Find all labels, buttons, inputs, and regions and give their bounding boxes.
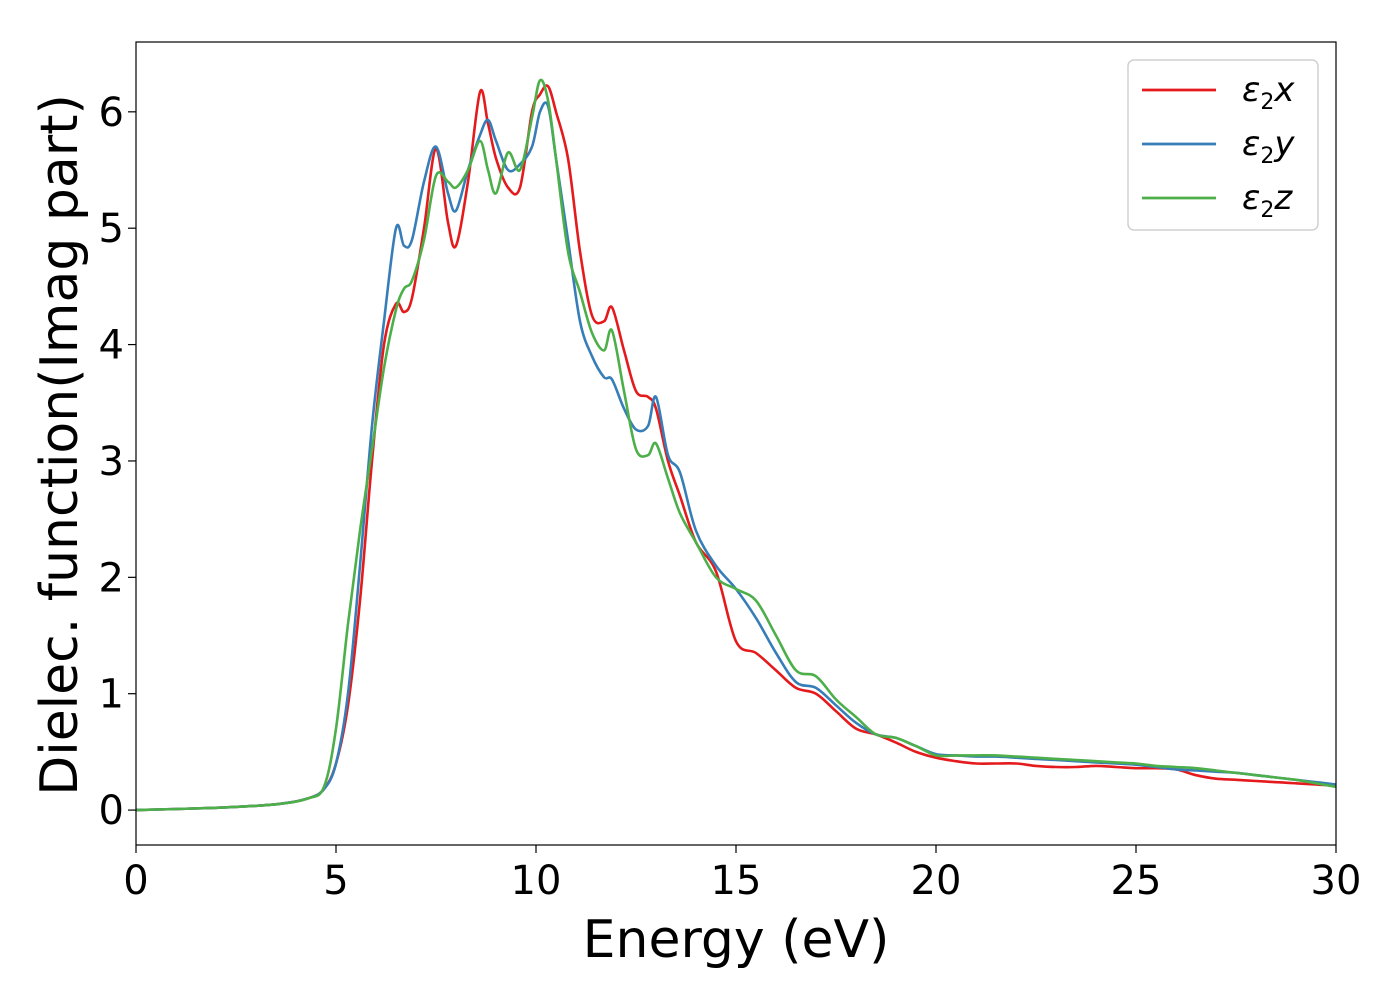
ticks-layer: 0 5 10 15 20 25 30 0 1 2 3 4 5 6 — [99, 90, 1362, 904]
y-tick-label: 6 — [99, 90, 124, 136]
y-axis-title: Dielec. function(Imag part) — [30, 94, 90, 796]
y-tick-label: 0 — [99, 788, 124, 834]
legend-label-3: ε2z — [1242, 178, 1293, 223]
y-tick-label: 1 — [99, 672, 124, 718]
y-tick-label: 2 — [99, 555, 124, 601]
series-layer — [135, 78, 1337, 812]
legend-label-2: ε2y — [1242, 124, 1295, 169]
y-tick-label: 4 — [99, 323, 124, 369]
x-tick-label: 20 — [911, 858, 962, 904]
legend: ε2x ε2y ε2z — [1127, 59, 1319, 231]
x-tick-label: 5 — [323, 858, 348, 904]
x-tick-label: 30 — [1311, 858, 1362, 904]
x-axis-title: Energy (eV) — [583, 910, 890, 970]
series-line-3 — [135, 78, 1337, 812]
x-tick-label: 10 — [511, 858, 562, 904]
y-tick-label: 5 — [99, 206, 124, 252]
legend-box — [1127, 59, 1319, 231]
x-tick-label: 0 — [123, 858, 148, 904]
y-tick-label: 3 — [99, 439, 124, 485]
x-tick-label: 25 — [1111, 858, 1162, 904]
x-tick-label: 15 — [711, 858, 762, 904]
series-line-1 — [135, 84, 1337, 812]
legend-label-1: ε2x — [1242, 70, 1295, 115]
